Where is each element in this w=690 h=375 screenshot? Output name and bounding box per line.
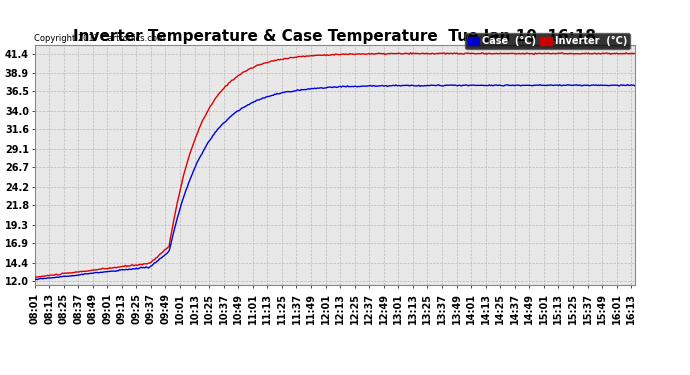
Text: Copyright 2017 Cartronics.com: Copyright 2017 Cartronics.com bbox=[34, 34, 166, 43]
Title: Inverter Temperature & Case Temperature  Tue Jan 10  16:18: Inverter Temperature & Case Temperature … bbox=[73, 29, 596, 44]
Legend: Case  (°C), Inverter  (°C): Case (°C), Inverter (°C) bbox=[464, 33, 630, 49]
